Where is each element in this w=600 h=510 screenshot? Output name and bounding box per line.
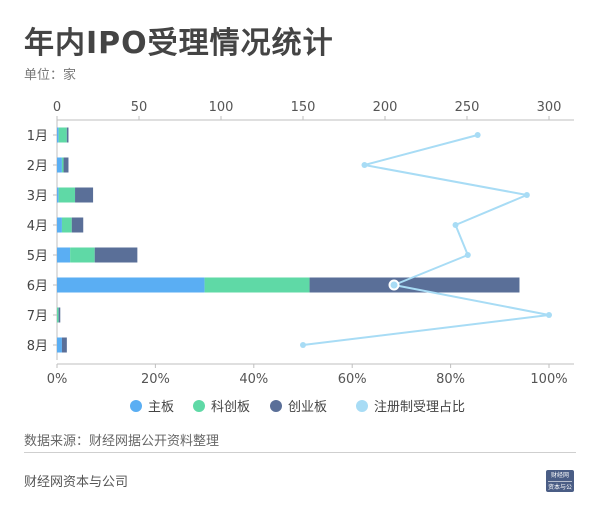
bar-segment	[61, 157, 64, 173]
bottom-tick-label: 100%	[530, 372, 567, 387]
ratio-point	[300, 342, 306, 348]
category-label: 4月	[27, 219, 48, 234]
bar-segment	[61, 217, 72, 233]
bar-segment	[61, 337, 67, 353]
bar-segment	[57, 337, 62, 353]
legend-swatch	[193, 400, 205, 412]
category-label: 2月	[27, 159, 48, 174]
bottom-tick-label: 80%	[436, 372, 465, 387]
category-label: 1月	[27, 129, 48, 144]
top-tick-label: 200	[373, 100, 398, 115]
bar-segment	[75, 187, 94, 203]
divider	[24, 452, 576, 453]
ratio-point	[523, 192, 530, 198]
top-tick-label: 50	[131, 100, 148, 115]
bottom-tick-label: 60%	[338, 372, 367, 387]
bar-segment	[57, 307, 59, 323]
legend-swatch	[130, 400, 142, 412]
ratio-point	[361, 162, 368, 168]
ratio-line	[302, 134, 550, 346]
legend-label: 注册制受理占比	[374, 400, 465, 415]
bar-segment	[57, 127, 59, 143]
bar-segment	[58, 187, 76, 203]
bar-segment	[94, 247, 138, 263]
legend-label: 创业板	[288, 400, 327, 415]
unit-label: 单位：家	[24, 68, 77, 83]
bottom-tick-label: 20%	[141, 372, 170, 387]
bar-segment	[57, 247, 71, 263]
category-label: 6月	[27, 279, 48, 294]
bar-segment	[57, 187, 59, 203]
ratio-point	[452, 222, 459, 228]
bar-segment	[57, 217, 62, 233]
data-source: 数据来源：财经网据公开资料整理	[24, 434, 220, 449]
bottom-tick-label: 40%	[239, 372, 268, 387]
category-label: 5月	[27, 249, 48, 264]
legend-label: 主板	[148, 400, 174, 415]
brand-logo: 财经网 资本与公司	[546, 470, 574, 492]
bar-segment	[66, 127, 69, 143]
chart-title: 年内IPO受理情况统计	[24, 26, 334, 61]
category-label: 3月	[27, 189, 48, 204]
bar-segment	[71, 217, 84, 233]
top-tick-label: 300	[537, 100, 562, 115]
top-tick-label: 100	[209, 100, 234, 115]
bar-segment	[58, 127, 67, 143]
top-tick-label: 250	[455, 100, 480, 115]
ratio-point	[464, 252, 471, 258]
footer-brand: 财经网资本与公司	[24, 475, 129, 490]
top-tick-label: 0	[53, 100, 61, 115]
bottom-tick-label: 0%	[47, 372, 68, 387]
category-label: 8月	[27, 339, 48, 354]
legend-label: 科创板	[211, 400, 250, 415]
ratio-point	[388, 279, 400, 291]
ratio-point	[474, 132, 481, 138]
bar-segment	[63, 157, 69, 173]
bar-segment	[57, 277, 205, 293]
legend-swatch	[270, 400, 282, 412]
bar-segment	[309, 277, 520, 293]
category-label: 7月	[27, 309, 48, 324]
legend-swatch	[356, 400, 368, 412]
bar-segment	[204, 277, 310, 293]
ratio-point	[546, 312, 552, 318]
top-tick-label: 150	[291, 100, 316, 115]
chart-area: 0 50 100 150 200 250 300 0% 20% 40% 60% 80% 100% 1月 2月…	[27, 100, 574, 415]
bar-segment	[57, 157, 62, 173]
bar-segment	[70, 247, 95, 263]
bar-segment	[58, 307, 61, 323]
